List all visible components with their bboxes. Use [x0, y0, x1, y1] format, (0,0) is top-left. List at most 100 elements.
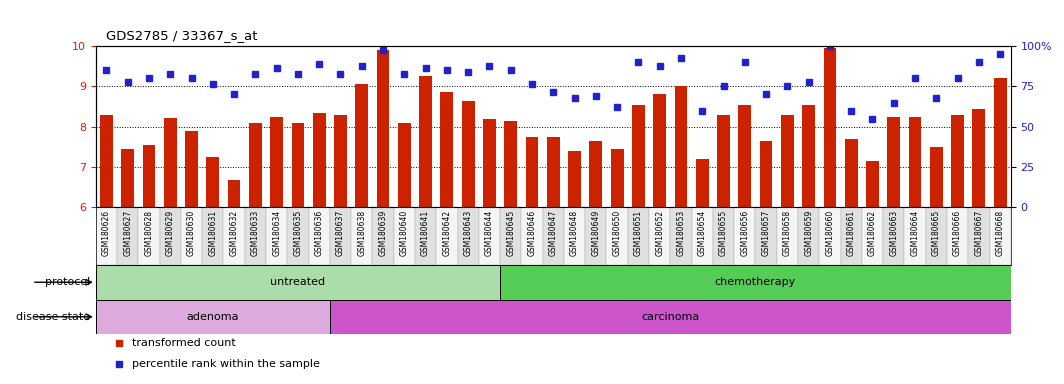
Text: GSM180644: GSM180644 [485, 210, 494, 257]
Bar [458, 207, 479, 265]
Text: protocol: protocol [45, 277, 90, 287]
Text: GSM180642: GSM180642 [443, 210, 451, 257]
Bar [649, 207, 670, 265]
Bar [164, 118, 177, 207]
Text: GSM180659: GSM180659 [804, 210, 813, 257]
Text: GSM180648: GSM180648 [570, 210, 579, 257]
Text: GSM180650: GSM180650 [613, 210, 621, 257]
Bar [777, 207, 798, 265]
Text: GSM180635: GSM180635 [294, 210, 302, 257]
Bar [589, 141, 602, 207]
Text: GSM180633: GSM180633 [251, 210, 260, 257]
Text: GSM180629: GSM180629 [166, 210, 174, 257]
Bar [968, 207, 990, 265]
Bar [223, 207, 245, 265]
Text: GSM180661: GSM180661 [847, 210, 855, 257]
Bar [330, 300, 1011, 334]
Bar [841, 207, 862, 265]
Bar [632, 104, 645, 207]
Bar [228, 180, 240, 207]
Bar [926, 207, 947, 265]
Text: untreated: untreated [270, 277, 326, 287]
Bar [143, 145, 155, 207]
Bar [930, 147, 943, 207]
Text: GSM180626: GSM180626 [102, 210, 111, 257]
Bar [611, 149, 624, 207]
Bar [781, 114, 794, 207]
Bar [138, 207, 160, 265]
Text: GSM180656: GSM180656 [741, 210, 749, 257]
Bar [887, 117, 900, 207]
Text: transformed count: transformed count [132, 338, 236, 348]
Bar [117, 207, 138, 265]
Bar [696, 159, 709, 207]
Bar [824, 48, 836, 207]
Text: GSM180657: GSM180657 [762, 210, 770, 257]
Bar [883, 207, 904, 265]
Bar [398, 123, 411, 207]
Bar [185, 131, 198, 207]
Bar [504, 121, 517, 207]
Bar [564, 207, 585, 265]
Text: GSM180647: GSM180647 [549, 210, 558, 257]
Bar [692, 207, 713, 265]
Bar [734, 207, 755, 265]
Bar [440, 93, 453, 207]
Bar [309, 207, 330, 265]
Bar [500, 207, 521, 265]
Text: GSM180627: GSM180627 [123, 210, 132, 257]
Text: GSM180668: GSM180668 [996, 210, 1004, 257]
Bar [802, 104, 815, 207]
Text: GDS2785 / 33367_s_at: GDS2785 / 33367_s_at [106, 29, 257, 42]
Text: GSM180643: GSM180643 [464, 210, 472, 257]
Bar [377, 50, 389, 207]
Bar [947, 207, 968, 265]
Text: GSM180653: GSM180653 [677, 210, 685, 257]
Bar [270, 117, 283, 207]
Text: GSM180646: GSM180646 [528, 210, 536, 257]
Text: GSM180655: GSM180655 [719, 210, 728, 257]
Text: GSM180634: GSM180634 [272, 210, 281, 257]
Bar [862, 207, 883, 265]
Bar [292, 123, 304, 207]
Bar [249, 123, 262, 207]
Bar [717, 114, 730, 207]
Text: GSM180666: GSM180666 [953, 210, 962, 257]
Text: GSM180651: GSM180651 [634, 210, 643, 257]
Bar [121, 149, 134, 207]
Text: GSM180632: GSM180632 [230, 210, 238, 257]
Bar [904, 207, 926, 265]
Bar [96, 265, 500, 300]
Text: GSM180638: GSM180638 [358, 210, 366, 257]
Bar [351, 207, 372, 265]
Text: GSM180630: GSM180630 [187, 210, 196, 257]
Bar [334, 114, 347, 207]
Bar [819, 207, 841, 265]
Bar [313, 113, 326, 207]
Bar [972, 109, 985, 207]
Text: GSM180640: GSM180640 [400, 210, 409, 257]
Text: GSM180662: GSM180662 [868, 210, 877, 257]
Bar [96, 300, 330, 334]
Text: GSM180664: GSM180664 [911, 210, 919, 257]
Bar [521, 207, 543, 265]
Bar [206, 157, 219, 207]
Bar [462, 101, 475, 207]
Bar [606, 207, 628, 265]
Bar [675, 86, 687, 207]
Bar [990, 207, 1011, 265]
Text: GSM180641: GSM180641 [421, 210, 430, 257]
Bar [994, 78, 1007, 207]
Bar [245, 207, 266, 265]
Bar [866, 161, 879, 207]
Bar [845, 139, 858, 207]
Text: GSM180667: GSM180667 [975, 210, 983, 257]
Text: GSM180652: GSM180652 [655, 210, 664, 257]
Bar [670, 207, 692, 265]
Bar [909, 117, 921, 207]
Bar [738, 104, 751, 207]
Bar [798, 207, 819, 265]
Bar [266, 207, 287, 265]
Text: GSM180660: GSM180660 [826, 210, 834, 257]
Text: GSM180631: GSM180631 [209, 210, 217, 257]
